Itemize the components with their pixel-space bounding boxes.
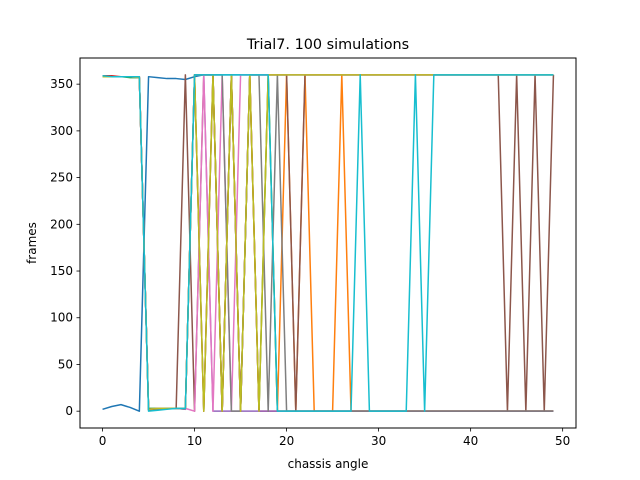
series-line-3	[102, 74, 554, 412]
y-tick-label: 100	[50, 311, 73, 325]
series-line-4	[102, 74, 554, 412]
x-tick-label: 40	[463, 434, 478, 448]
series-line-7	[102, 74, 554, 412]
series-lines	[102, 74, 555, 412]
series-line-8	[102, 74, 554, 412]
y-tick-label: 50	[58, 357, 73, 371]
y-tick-label: 250	[50, 171, 73, 185]
y-tick-label: 0	[65, 404, 73, 418]
x-tick-label: 0	[99, 434, 107, 448]
x-tick-label: 10	[187, 434, 202, 448]
y-tick-label: 200	[50, 217, 73, 231]
series-line-9	[102, 74, 554, 412]
series-line-1	[102, 74, 554, 412]
series-line-6	[102, 74, 555, 412]
x-tick-label: 30	[371, 434, 386, 448]
plot-frame	[79, 57, 577, 429]
x-tick-label: 50	[555, 434, 570, 448]
series-line-5	[102, 74, 554, 412]
y-axis-label: frames	[25, 222, 39, 264]
x-axis-label: chassis angle	[288, 457, 369, 471]
y-tick-label: 350	[50, 77, 73, 91]
series-line-2	[102, 74, 554, 412]
x-axis: 0 10 20 30 40 50	[99, 428, 570, 448]
y-axis: 0 50 100 150 200 250 300 350	[50, 77, 80, 418]
y-tick-label: 300	[50, 124, 73, 138]
y-tick-label: 150	[50, 264, 73, 278]
x-tick-label: 20	[279, 434, 294, 448]
series-line-10	[102, 74, 554, 412]
chart-title: Trial7. 100 simulations	[246, 37, 409, 53]
